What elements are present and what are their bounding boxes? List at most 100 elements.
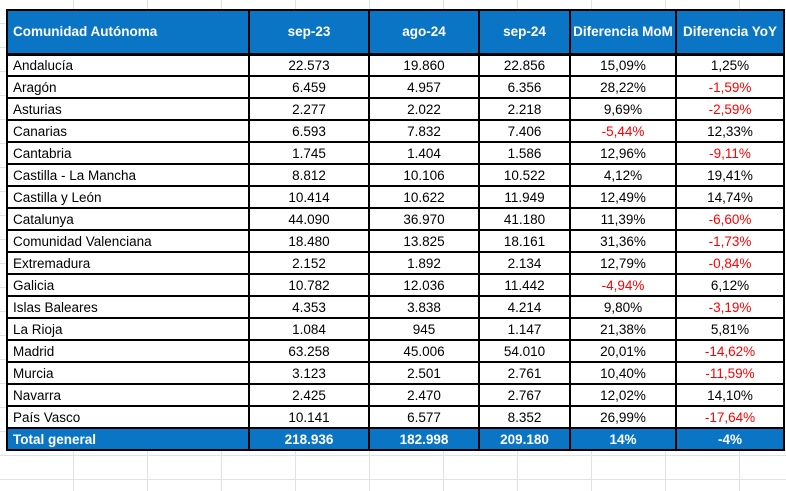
value-cell[interactable]: 6.356: [478, 75, 571, 99]
value-cell[interactable]: 12,79%: [569, 251, 677, 275]
value-cell[interactable]: 4,12%: [569, 163, 677, 187]
header-comunidad-autonoma[interactable]: Comunidad Autónoma: [6, 9, 250, 56]
value-cell[interactable]: 20,01%: [569, 339, 677, 363]
total-label[interactable]: Total general: [6, 427, 250, 451]
header-diferencia-yoy[interactable]: Diferencia YoY: [675, 9, 785, 56]
value-cell[interactable]: 63.258: [248, 339, 370, 363]
value-cell[interactable]: 18.161: [478, 229, 571, 253]
value-cell[interactable]: 9,80%: [569, 295, 677, 319]
value-cell[interactable]: 1.404: [368, 141, 480, 165]
value-cell[interactable]: 6.577: [368, 405, 480, 429]
community-name-cell[interactable]: Catalunya: [6, 207, 250, 231]
value-cell[interactable]: 10.782: [248, 273, 370, 297]
community-name-cell[interactable]: Comunidad Valenciana: [6, 229, 250, 253]
value-cell[interactable]: 7.406: [478, 119, 571, 143]
value-cell[interactable]: 22.856: [478, 53, 571, 77]
value-cell[interactable]: -3,19%: [675, 295, 785, 319]
header-sep-24[interactable]: sep-24: [478, 9, 571, 56]
community-name-cell[interactable]: Asturias: [6, 97, 250, 121]
value-cell[interactable]: 8.352: [478, 405, 571, 429]
value-cell[interactable]: 14,74%: [675, 185, 785, 209]
value-cell[interactable]: -2,59%: [675, 97, 785, 121]
value-cell[interactable]: 12,33%: [675, 119, 785, 143]
value-cell[interactable]: 10.141: [248, 405, 370, 429]
value-cell[interactable]: 13.825: [368, 229, 480, 253]
value-cell[interactable]: 12,02%: [569, 383, 677, 407]
value-cell[interactable]: 28,22%: [569, 75, 677, 99]
value-cell[interactable]: 2.218: [478, 97, 571, 121]
value-cell[interactable]: 2.761: [478, 361, 571, 385]
value-cell[interactable]: 11,39%: [569, 207, 677, 231]
value-cell[interactable]: -5,44%: [569, 119, 677, 143]
total-sep-24[interactable]: 209.180: [478, 427, 571, 451]
value-cell[interactable]: 11.442: [478, 273, 571, 297]
value-cell[interactable]: 9,69%: [569, 97, 677, 121]
community-name-cell[interactable]: Canarias: [6, 119, 250, 143]
value-cell[interactable]: 4.957: [368, 75, 480, 99]
value-cell[interactable]: 12,49%: [569, 185, 677, 209]
value-cell[interactable]: 4.353: [248, 295, 370, 319]
value-cell[interactable]: 8.812: [248, 163, 370, 187]
value-cell[interactable]: 10,40%: [569, 361, 677, 385]
community-name-cell[interactable]: País Vasco: [6, 405, 250, 429]
value-cell[interactable]: 45.006: [368, 339, 480, 363]
value-cell[interactable]: 44.090: [248, 207, 370, 231]
value-cell[interactable]: -9,11%: [675, 141, 785, 165]
value-cell[interactable]: 1.147: [478, 317, 571, 341]
value-cell[interactable]: 7.832: [368, 119, 480, 143]
value-cell[interactable]: 36.970: [368, 207, 480, 231]
community-name-cell[interactable]: Castilla - La Mancha: [6, 163, 250, 187]
value-cell[interactable]: 6,12%: [675, 273, 785, 297]
value-cell[interactable]: 11.949: [478, 185, 571, 209]
total-diferencia-mom[interactable]: 14%: [569, 427, 677, 451]
value-cell[interactable]: 19.860: [368, 53, 480, 77]
value-cell[interactable]: -17,64%: [675, 405, 785, 429]
value-cell[interactable]: 6.459: [248, 75, 370, 99]
value-cell[interactable]: 10.414: [248, 185, 370, 209]
value-cell[interactable]: 12,96%: [569, 141, 677, 165]
value-cell[interactable]: 18.480: [248, 229, 370, 253]
value-cell[interactable]: 2.152: [248, 251, 370, 275]
value-cell[interactable]: -1,59%: [675, 75, 785, 99]
community-name-cell[interactable]: Extremadura: [6, 251, 250, 275]
community-name-cell[interactable]: Castilla y León: [6, 185, 250, 209]
value-cell[interactable]: -0,84%: [675, 251, 785, 275]
value-cell[interactable]: 1,25%: [675, 53, 785, 77]
value-cell[interactable]: 1.586: [478, 141, 571, 165]
total-diferencia-yoy[interactable]: -4%: [675, 427, 785, 451]
value-cell[interactable]: 945: [368, 317, 480, 341]
value-cell[interactable]: 41.180: [478, 207, 571, 231]
value-cell[interactable]: 3.123: [248, 361, 370, 385]
community-name-cell[interactable]: Islas Baleares: [6, 295, 250, 319]
value-cell[interactable]: 1.084: [248, 317, 370, 341]
value-cell[interactable]: -4,94%: [569, 273, 677, 297]
value-cell[interactable]: 4.214: [478, 295, 571, 319]
total-sep-23[interactable]: 218.936: [248, 427, 370, 451]
header-ago-24[interactable]: ago-24: [368, 9, 480, 56]
value-cell[interactable]: 2.470: [368, 383, 480, 407]
community-name-cell[interactable]: Cantabria: [6, 141, 250, 165]
value-cell[interactable]: 12.036: [368, 273, 480, 297]
value-cell[interactable]: 54.010: [478, 339, 571, 363]
total-ago-24[interactable]: 182.998: [368, 427, 480, 451]
value-cell[interactable]: 1.745: [248, 141, 370, 165]
value-cell[interactable]: 6.593: [248, 119, 370, 143]
community-name-cell[interactable]: Murcia: [6, 361, 250, 385]
value-cell[interactable]: 10.522: [478, 163, 571, 187]
value-cell[interactable]: 5,81%: [675, 317, 785, 341]
value-cell[interactable]: 2.425: [248, 383, 370, 407]
value-cell[interactable]: 10.106: [368, 163, 480, 187]
value-cell[interactable]: 14,10%: [675, 383, 785, 407]
value-cell[interactable]: 26,99%: [569, 405, 677, 429]
community-name-cell[interactable]: Madrid: [6, 339, 250, 363]
value-cell[interactable]: 31,36%: [569, 229, 677, 253]
community-name-cell[interactable]: Andalucía: [6, 53, 250, 77]
value-cell[interactable]: 2.767: [478, 383, 571, 407]
community-name-cell[interactable]: Aragón: [6, 75, 250, 99]
community-name-cell[interactable]: La Rioja: [6, 317, 250, 341]
header-sep-23[interactable]: sep-23: [248, 9, 370, 56]
community-name-cell[interactable]: Navarra: [6, 383, 250, 407]
value-cell[interactable]: 1.892: [368, 251, 480, 275]
value-cell[interactable]: -11,59%: [675, 361, 785, 385]
value-cell[interactable]: 3.838: [368, 295, 480, 319]
